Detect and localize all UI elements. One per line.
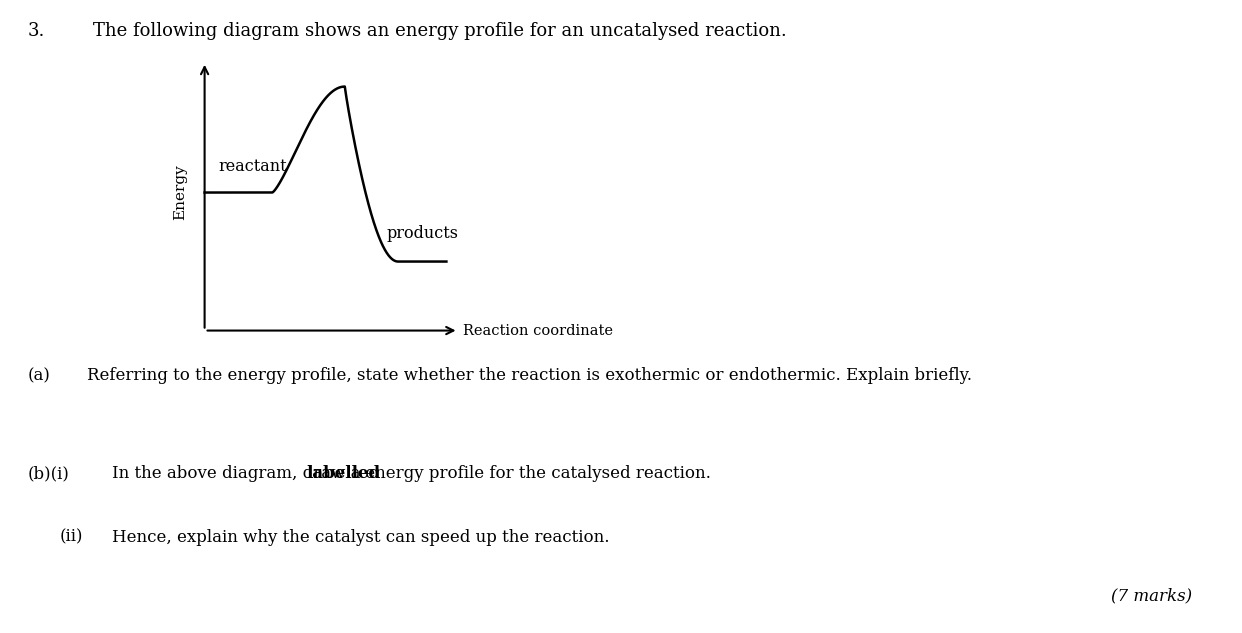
Text: reactant: reactant xyxy=(219,158,287,175)
Text: (a): (a) xyxy=(27,367,50,384)
Text: products: products xyxy=(386,225,458,242)
Text: Energy: Energy xyxy=(174,165,188,220)
Text: Hence, explain why the catalyst can speed up the reaction.: Hence, explain why the catalyst can spee… xyxy=(112,529,610,546)
Text: Reaction coordinate: Reaction coordinate xyxy=(463,323,614,337)
Text: (7 marks): (7 marks) xyxy=(1112,587,1192,605)
Text: The following diagram shows an energy profile for an uncatalysed reaction.: The following diagram shows an energy pr… xyxy=(93,22,787,40)
Text: energy profile for the catalysed reaction.: energy profile for the catalysed reactio… xyxy=(360,465,710,482)
Text: (b)(i): (b)(i) xyxy=(27,465,70,482)
Text: labelled: labelled xyxy=(306,465,380,482)
Text: In the above diagram, draw a: In the above diagram, draw a xyxy=(112,465,365,482)
Text: 3.: 3. xyxy=(27,22,45,40)
Text: Referring to the energy profile, state whether the reaction is exothermic or end: Referring to the energy profile, state w… xyxy=(87,367,972,384)
Text: (ii): (ii) xyxy=(60,529,83,546)
